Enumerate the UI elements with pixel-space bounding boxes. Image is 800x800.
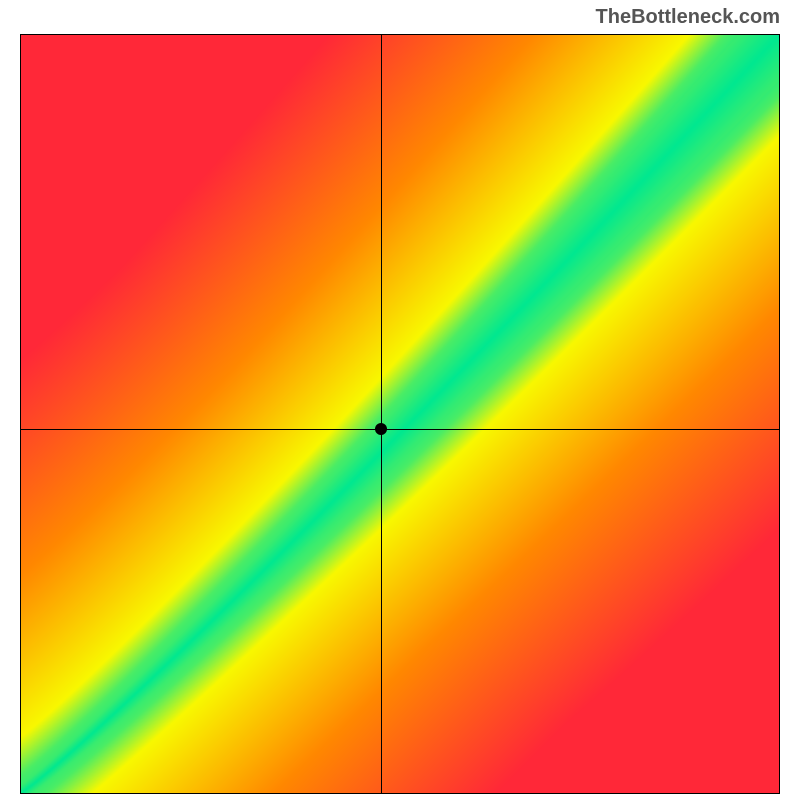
attribution-text: TheBottleneck.com — [596, 6, 780, 29]
crosshair-vertical — [381, 34, 382, 794]
data-point — [375, 423, 387, 435]
crosshair-horizontal — [20, 429, 780, 430]
bottleneck-heatmap-chart — [20, 34, 780, 794]
heatmap-canvas — [20, 34, 780, 794]
